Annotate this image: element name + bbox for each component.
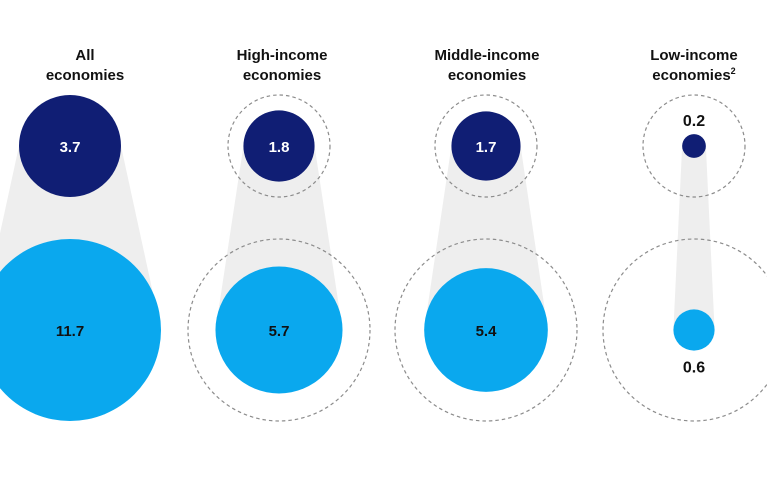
top-value-label: 1.8 [269, 139, 290, 156]
top-value-label: 1.7 [476, 139, 497, 156]
bottom-bubble [215, 266, 343, 394]
reference-outline-top [227, 94, 331, 198]
top-value-label: 3.7 [60, 139, 81, 156]
top-bubble [451, 111, 521, 181]
top-value-label: 0.2 [683, 113, 705, 130]
top-bubble [19, 95, 121, 197]
reference-outline-bottom [394, 238, 578, 422]
group-title-all: All economies [0, 46, 170, 86]
group-title-low-income: Low-income economies2 [609, 46, 767, 86]
bottom-value-label: 11.7 [56, 323, 84, 340]
bottom-bubble [673, 309, 715, 351]
reference-outline-top [434, 94, 538, 198]
title-line-1: Middle-income [434, 47, 540, 64]
title-line-2: economies [652, 67, 731, 84]
bottom-value-label: 5.4 [476, 323, 498, 340]
bottom-bubble [0, 239, 161, 421]
title-line-2: economies [242, 67, 322, 84]
top-bubble [243, 110, 315, 182]
group-title-high-income: High-income economies [197, 46, 367, 86]
title-line-1: Low-income [650, 47, 738, 64]
reference-outline-bottom [187, 238, 371, 422]
reference-outline-top [642, 94, 746, 198]
title-line-2: economies [45, 67, 125, 84]
bottom-value-label: 5.7 [269, 323, 290, 340]
bottom-bubble [424, 268, 548, 392]
title-superscript: 2 [730, 66, 736, 76]
bottom-value-label: 0.6 [683, 360, 705, 377]
group-title-middle-income: Middle-income economies [402, 46, 572, 86]
connector-band [673, 146, 715, 330]
top-bubble [682, 134, 706, 158]
title-line-1: High-income [236, 47, 328, 64]
title-line-1: All [75, 47, 95, 64]
title-line-2: economies [447, 67, 527, 84]
